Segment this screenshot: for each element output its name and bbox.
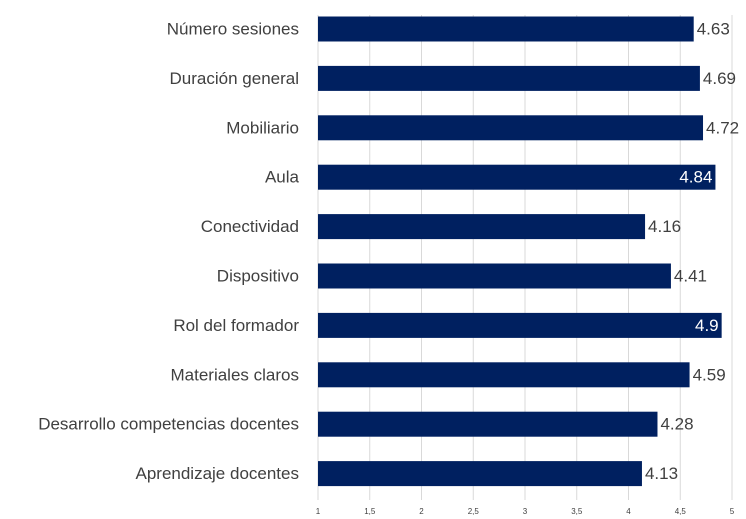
y-tick-label: Rol del formador [173, 316, 299, 335]
value-label: 4.69 [703, 69, 736, 88]
x-tick-label: 5 [730, 507, 735, 516]
x-tick-label: 3 [523, 507, 528, 516]
value-label: 4.59 [693, 365, 726, 384]
x-tick-label: 1,5 [364, 507, 376, 516]
y-tick-label: Conectividad [201, 217, 299, 236]
bar [318, 362, 690, 388]
value-label: 4.16 [648, 217, 681, 236]
y-tick-label: Aula [265, 168, 300, 187]
value-label: 4.63 [697, 19, 730, 38]
x-tick-label: 3,5 [571, 507, 583, 516]
bar [318, 263, 671, 289]
bar [318, 461, 642, 487]
x-tick-label: 4,5 [675, 507, 687, 516]
value-label: 4.41 [674, 266, 707, 285]
y-tick-label: Número sesiones [167, 19, 299, 38]
y-tick-label: Dispositivo [217, 266, 299, 285]
value-label: 4.13 [645, 464, 678, 483]
y-tick-label: Duración general [170, 69, 299, 88]
bar [318, 115, 704, 141]
y-tick-label: Mobiliario [226, 118, 299, 137]
value-label: 4.84 [679, 168, 712, 187]
x-tick-label: 1 [316, 507, 321, 516]
bar [318, 16, 694, 42]
value-label: 4.72 [706, 118, 739, 137]
value-label: 4.9 [695, 316, 719, 335]
bar [318, 65, 700, 91]
y-tick-label: Aprendizaje docentes [135, 464, 299, 483]
y-tick-label: Materiales claros [171, 365, 300, 384]
y-tick-label: Desarrollo competencias docentes [38, 415, 299, 434]
bar [318, 164, 716, 190]
bar [318, 214, 646, 240]
x-tick-label: 2,5 [468, 507, 480, 516]
x-tick-label: 4 [626, 507, 631, 516]
bar [318, 411, 658, 437]
x-tick-label: 2 [419, 507, 424, 516]
value-label: 4.28 [660, 415, 693, 434]
bar [318, 312, 722, 338]
